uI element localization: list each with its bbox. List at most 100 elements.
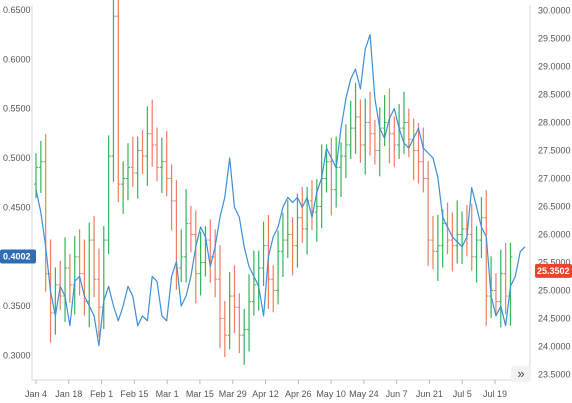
x-tick-label: Jun 21 — [416, 389, 443, 399]
candle-up — [334, 136, 339, 208]
candle-down — [358, 99, 363, 163]
x-tick-label: May 24 — [349, 389, 379, 399]
right-tick-label: 28.5000 — [538, 90, 571, 100]
candle-down — [290, 217, 295, 276]
candle-up — [247, 274, 252, 352]
candle-down — [300, 186, 305, 243]
candle-down — [406, 108, 411, 158]
left-tick-label: 0.3500 — [3, 301, 31, 311]
candle-down — [372, 119, 377, 165]
candle-up — [87, 222, 92, 328]
left-tick-label: 0.3000 — [3, 350, 31, 360]
candle-up — [353, 82, 358, 154]
candle-down — [193, 210, 198, 304]
candle-down — [96, 248, 101, 337]
candle-down — [271, 265, 276, 313]
candle-up — [121, 161, 126, 214]
x-tick-label: Apr 26 — [285, 389, 312, 399]
candle-up — [198, 231, 203, 296]
right-tick-label: 24.5000 — [538, 313, 571, 323]
candle-up — [319, 144, 324, 229]
candle-up — [72, 236, 77, 315]
candlestick-series — [34, 0, 513, 365]
left-current-value-badge: 0.4002 — [0, 249, 36, 264]
right-tick-label: 25.0000 — [538, 285, 571, 295]
candle-down — [237, 293, 242, 354]
right-tick-label: 27.5000 — [538, 146, 571, 156]
candle-up — [348, 100, 353, 159]
candle-down — [232, 265, 237, 333]
candle-up — [179, 229, 184, 283]
candle-up — [159, 137, 164, 194]
candle-down — [92, 216, 97, 298]
left-tick-label: 0.4500 — [3, 202, 31, 212]
candle-up — [38, 141, 43, 194]
candle-down — [188, 205, 193, 253]
candle-down — [155, 127, 160, 182]
candle-down — [58, 260, 63, 311]
x-tick-label: Feb 15 — [120, 389, 148, 399]
candle-up — [53, 267, 58, 335]
left-badge-value: 0.4002 — [3, 251, 31, 261]
candle-up — [135, 136, 140, 199]
x-tick-label: Feb 1 — [90, 389, 113, 399]
x-tick-label: Jun 7 — [386, 389, 408, 399]
candle-up — [455, 200, 460, 264]
price-badges: 0.4002 25.3502 — [0, 249, 572, 278]
candle-down — [150, 99, 155, 167]
candle-down — [222, 301, 227, 358]
line-series — [35, 33, 526, 347]
right-tick-label: 24.0000 — [538, 341, 571, 351]
candle-down — [450, 212, 455, 272]
x-tick-label: May 10 — [316, 389, 346, 399]
candle-up — [440, 209, 445, 268]
candle-up — [489, 256, 494, 318]
candle-up — [145, 106, 150, 186]
candle-up — [280, 212, 285, 278]
candle-down — [43, 134, 48, 292]
candle-down — [426, 161, 431, 266]
candle-up — [324, 144, 329, 193]
candle-up — [242, 308, 247, 365]
right-axis-tick-labels: 30.0000 29.5000 29.0000 28.5000 28.0000 27.50… — [538, 6, 571, 380]
candle-up — [295, 193, 300, 268]
candle-down — [421, 127, 426, 193]
candle-up — [261, 221, 266, 286]
x-tick-label: Mar 29 — [219, 389, 247, 399]
candle-up — [184, 189, 189, 283]
right-badge-value: 25.3502 — [537, 266, 570, 276]
candle-up — [435, 214, 440, 281]
x-tick-label: Jul 19 — [483, 389, 507, 399]
left-tick-label: 0.5000 — [3, 153, 31, 163]
candle-up — [363, 98, 368, 175]
left-tick-label: 0.5500 — [3, 104, 31, 114]
candle-up — [125, 143, 130, 201]
candle-up — [498, 249, 503, 328]
right-tick-label: 29.5000 — [538, 34, 571, 44]
candle-up — [460, 211, 465, 265]
x-axis-tick-labels: Jan 4 Jan 18 Feb 1 Feb 15 Mar 1 Mar 15 Mar 29 A… — [25, 380, 507, 399]
candle-down — [217, 245, 222, 349]
line-series-path — [35, 33, 526, 347]
right-tick-label: 30.0000 — [538, 6, 571, 16]
candle-down — [213, 229, 218, 298]
plot-area — [31, 5, 531, 381]
candle-up — [474, 226, 479, 283]
x-tick-label: Jan 4 — [25, 389, 47, 399]
candle-up — [276, 230, 281, 305]
right-tick-label: 23.5000 — [538, 369, 571, 379]
candle-down — [67, 254, 72, 303]
candle-down — [368, 91, 373, 156]
scroll-to-latest-button[interactable]: » — [511, 366, 531, 382]
candle-down — [392, 116, 397, 167]
x-tick-label: Mar 1 — [156, 389, 179, 399]
x-tick-label: Jul 5 — [453, 389, 472, 399]
candle-down — [464, 204, 469, 257]
right-tick-label: 29.0000 — [538, 62, 571, 72]
candle-up — [106, 135, 111, 255]
candle-down — [116, 0, 121, 203]
candle-up — [111, 0, 116, 182]
candle-down — [309, 180, 314, 230]
candle-down — [503, 242, 508, 314]
